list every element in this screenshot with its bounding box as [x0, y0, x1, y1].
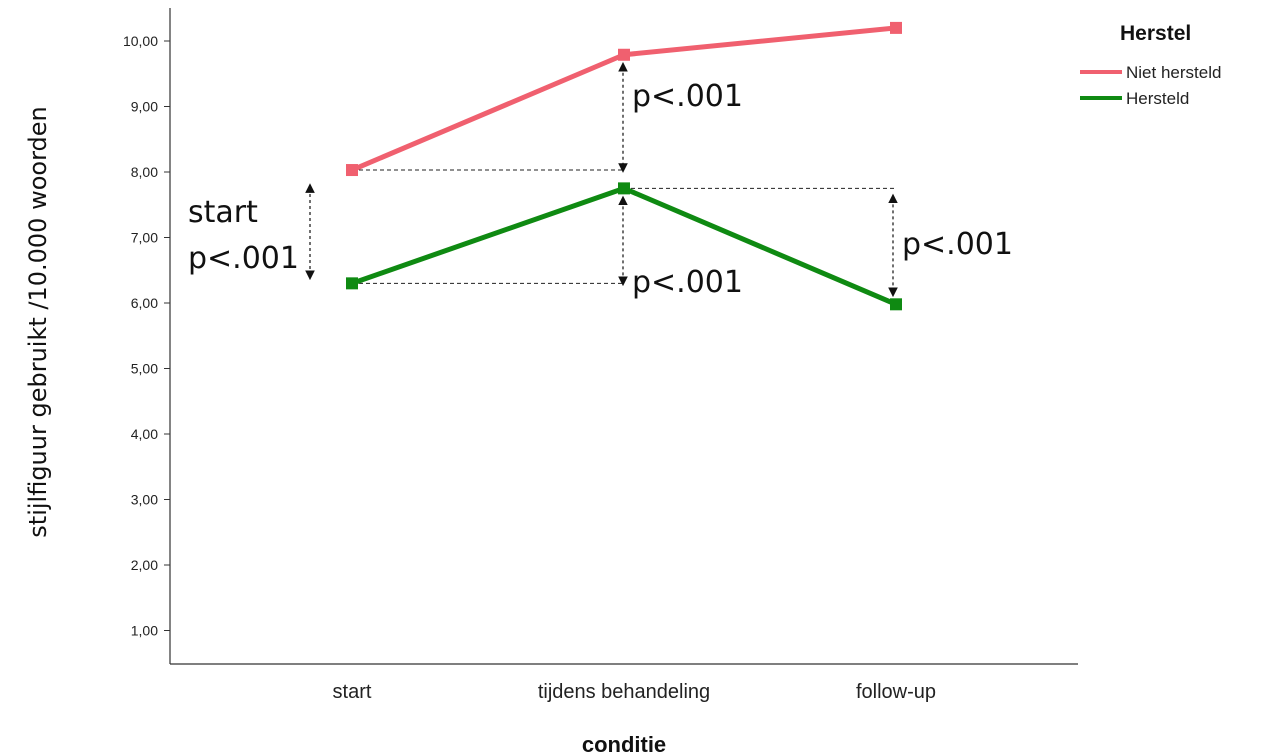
legend-label-niet-hersteld: Niet hersteld: [1126, 63, 1221, 82]
annotation-tijdens-lower-p: p<.001: [632, 265, 743, 300]
annotation-start-p: p<.001: [188, 241, 299, 276]
y-tick-label: 6,00: [131, 295, 158, 311]
x-axis-title: conditie: [582, 732, 666, 754]
series-line-1: [351, 185, 897, 307]
y-tick-label: 2,00: [131, 557, 158, 573]
series-1-point: [618, 182, 630, 195]
series-0-point: [346, 164, 358, 177]
y-ticks: 1,00 2,00 3,00 4,00 5,00 6,00 7,00 8,00 9,00 10,0…: [123, 33, 170, 639]
legend: Herstel Niet hersteld Hersteld: [1080, 22, 1221, 108]
x-category-label: tijdens behandeling: [538, 681, 710, 703]
series-1-point: [890, 298, 902, 311]
series-1-point: [346, 277, 358, 290]
significance-arrows: [305, 61, 898, 298]
y-tick-label: 8,00: [131, 164, 158, 180]
y-tick-label: 3,00: [131, 492, 158, 508]
series-0-point: [618, 48, 630, 61]
legend-title: Herstel: [1120, 22, 1191, 45]
y-axis-title: stijlfiguur gebruikt /10.000 woorden: [24, 106, 52, 537]
x-ticks: start tijdens behandeling follow-up: [333, 681, 936, 703]
y-tick-label: 5,00: [131, 361, 158, 377]
dashed-guides: [352, 169, 896, 284]
axes: [169, 8, 1078, 665]
x-category-label: follow-up: [856, 681, 936, 703]
y-tick-label: 10,00: [123, 33, 158, 49]
x-category-label: start: [333, 681, 372, 703]
annotations: start p<.001 p<.001 p<.001 p<.001: [188, 79, 1013, 300]
y-tick-label: 9,00: [131, 99, 158, 115]
annotation-start-label: start: [188, 195, 258, 230]
y-tick-label: 1,00: [131, 623, 158, 639]
series-0-point: [890, 21, 902, 34]
legend-label-hersteld: Hersteld: [1126, 89, 1189, 108]
y-tick-label: 4,00: [131, 426, 158, 442]
y-tick-label: 7,00: [131, 230, 158, 246]
annotation-tijdens-upper-p: p<.001: [632, 79, 743, 114]
annotation-followup-p: p<.001: [902, 227, 1013, 262]
series-layer: [346, 21, 902, 311]
